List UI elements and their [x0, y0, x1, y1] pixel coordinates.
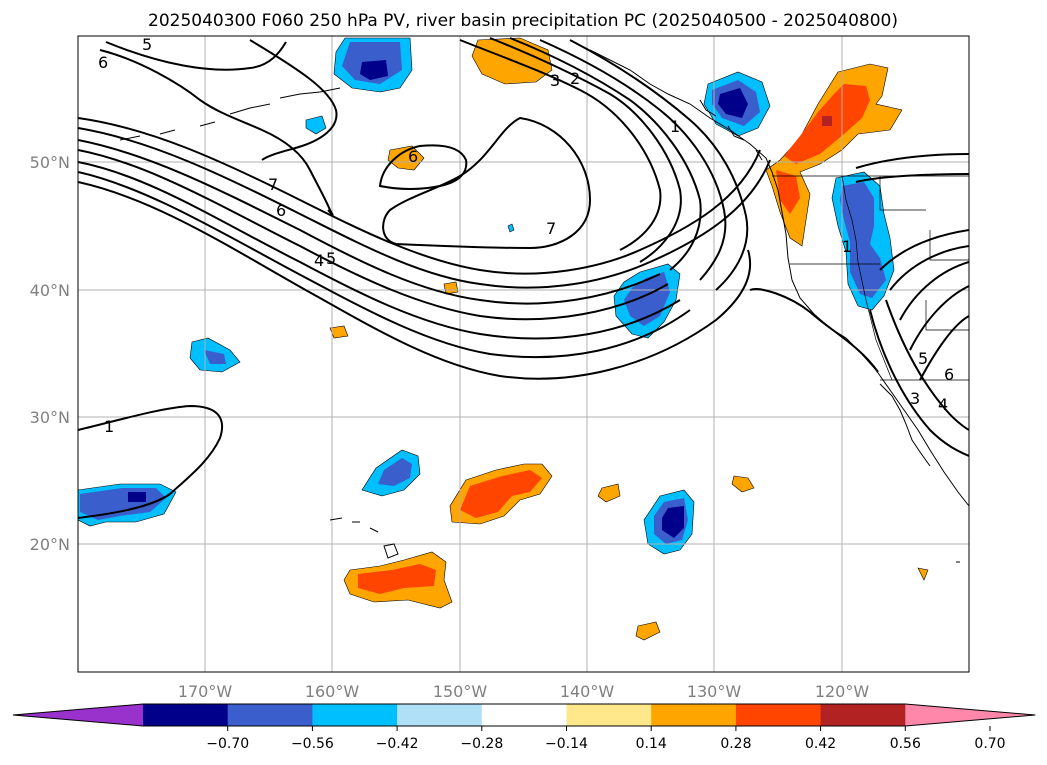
contour-label: 6	[944, 365, 954, 384]
contour-label: 4	[938, 395, 948, 414]
anomaly-blob	[189, 337, 241, 373]
anomaly-blob	[449, 463, 553, 525]
colorbar-outline	[12, 703, 1036, 727]
contour-label: 4	[314, 251, 324, 270]
contour-label: 7	[546, 219, 556, 238]
anomaly-blob	[361, 449, 421, 497]
colorbar-segment	[566, 704, 652, 726]
political-borders	[772, 175, 969, 381]
longitude-labels: 170°W 160°W 150°W 140°W 130°W 120°W	[178, 682, 870, 701]
latitude-labels: 50°N 40°N 30°N 20°N	[30, 153, 70, 554]
colorbar-tick-label: 0.14	[636, 736, 667, 752]
colorbar-segment	[227, 704, 313, 726]
colorbar-tick-label: −0.14	[545, 736, 588, 752]
contour-label: 2	[570, 69, 580, 88]
lon-label: 140°W	[560, 682, 615, 701]
colorbar: −0.70 −0.56 −0.42 −0.28 −0.14 0.14 0.28 0.42 0.5…	[12, 703, 1036, 752]
contour-label: 6	[408, 147, 418, 166]
colorbar-tick-label: 0.28	[720, 736, 751, 752]
colorbar-segment	[143, 704, 229, 726]
lat-label: 40°N	[30, 281, 70, 300]
anomaly-blob	[831, 171, 895, 311]
map-title: 2025040300 F060 250 hPa PV, river basin …	[148, 11, 898, 31]
contour-label: 6	[98, 53, 108, 72]
contour-label: 1	[104, 417, 114, 436]
graticule	[78, 36, 969, 672]
map-panel: 5 6 7 6 4 5 6 3 2 1 7 1 1 5 6 4 3	[78, 35, 969, 672]
colorbar-extend-low	[13, 704, 143, 726]
anomaly-blob	[333, 37, 413, 93]
contour-labels: 5 6 7 6 4 5 6 3 2 1 7 1 1 5 6 4 3	[98, 35, 954, 436]
lon-label: 120°W	[815, 682, 870, 701]
precip-anomaly-fills	[78, 37, 929, 641]
colorbar-tick-label: −0.56	[291, 736, 334, 752]
anomaly-blob	[765, 63, 903, 247]
contour-label: 1	[670, 117, 680, 136]
lat-label: 30°N	[30, 408, 70, 427]
colorbar-tick-label: 0.56	[890, 736, 921, 752]
anomaly-blob	[635, 621, 661, 641]
contour-label: 5	[326, 249, 336, 268]
lat-label: 50°N	[30, 153, 70, 172]
colorbar-segment	[820, 704, 906, 726]
colorbar-tick-label: −0.70	[206, 736, 249, 752]
colorbar-tick-label: 0.70	[974, 736, 1005, 752]
lat-label: 20°N	[30, 535, 70, 554]
anomaly-blob	[329, 281, 459, 339]
anomaly-blob	[305, 115, 327, 135]
lon-label: 150°W	[433, 682, 488, 701]
contour-label: 6	[276, 201, 286, 220]
colorbar-segment	[397, 704, 483, 726]
anomaly-blob	[703, 71, 771, 137]
anomaly-blob	[507, 223, 515, 233]
colorbar-segment	[312, 704, 398, 726]
contour-label: 1	[842, 237, 852, 256]
lon-label: 130°W	[687, 682, 742, 701]
colorbar-tick-label: 0.42	[805, 736, 836, 752]
contour-label: 3	[550, 71, 560, 90]
contour-label: 7	[268, 175, 278, 194]
colorbar-segment	[735, 704, 822, 726]
colorbar-segment	[481, 704, 567, 726]
colorbar-segment	[651, 704, 737, 726]
lon-label: 170°W	[178, 682, 233, 701]
map-frame	[77, 35, 970, 673]
anomaly-blob	[343, 551, 453, 609]
colorbar-extend-high	[905, 704, 1036, 726]
contour-label: 5	[142, 35, 152, 54]
anomaly-blob	[643, 489, 695, 555]
colorbar-tick-label: −0.28	[460, 736, 503, 752]
colorbar-tick-label: −0.42	[376, 736, 419, 752]
anomaly-blob	[597, 475, 929, 581]
lon-label: 160°W	[305, 682, 360, 701]
contour-label: 5	[918, 349, 928, 368]
coastlines	[119, 49, 969, 563]
pv-contours	[78, 37, 969, 519]
contour-label: 3	[910, 389, 920, 408]
anomaly-blob	[387, 145, 425, 171]
